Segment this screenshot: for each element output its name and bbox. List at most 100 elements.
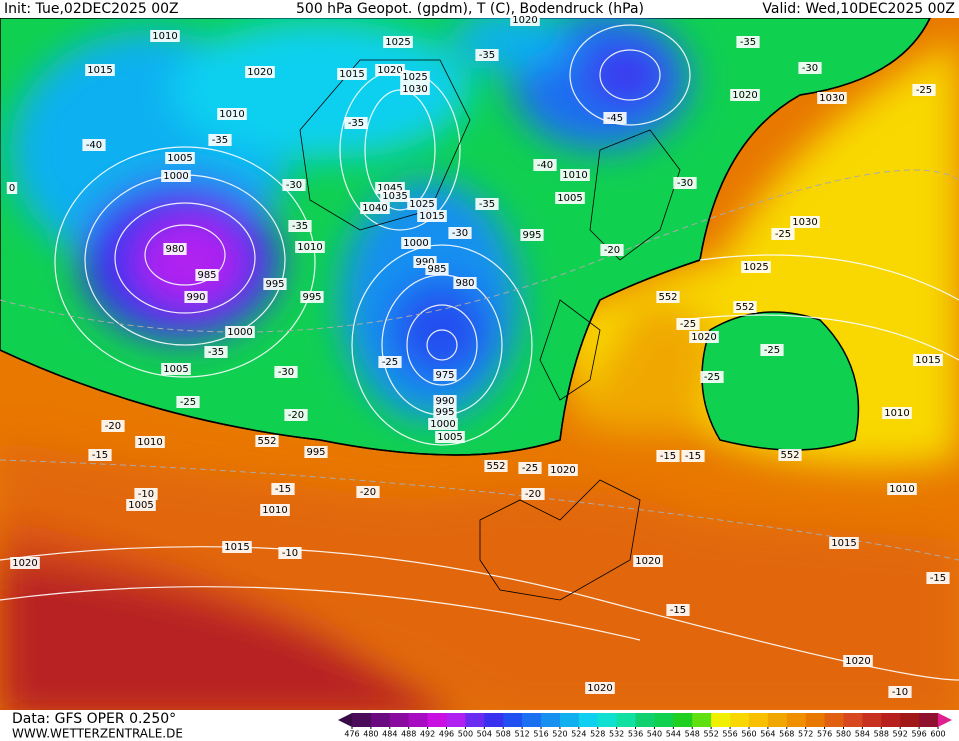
- isoline-label: 1010: [884, 408, 909, 419]
- label-box: [126, 499, 156, 511]
- colorbar-bin: [522, 713, 542, 727]
- isoline-label: 985: [197, 270, 216, 281]
- colorbar-bin: [654, 713, 674, 727]
- colorbar-bin: [673, 713, 693, 727]
- label-box: [222, 541, 252, 553]
- colorbar-tick-label: 584: [855, 730, 870, 739]
- colorbar-tick-label: 572: [798, 730, 813, 739]
- label-box: [225, 326, 255, 338]
- label-box: [533, 159, 557, 171]
- colorbar-tick-label: 496: [439, 730, 454, 739]
- colorbar-bin: [616, 713, 637, 727]
- isoline-label: 1020: [550, 465, 575, 476]
- label-box: [288, 220, 312, 232]
- isoline-label: 990: [186, 292, 205, 303]
- label-box: [401, 237, 431, 249]
- isoline-label: -25: [916, 85, 932, 96]
- isoline-label: 1020: [691, 332, 716, 343]
- colorbar-tick-label: 576: [817, 730, 832, 739]
- label-box: [263, 278, 287, 290]
- isoline-label: 1005: [163, 364, 188, 375]
- label-box: [453, 277, 477, 289]
- label-box: [204, 346, 228, 358]
- label-box: [741, 261, 771, 273]
- isoline-label: 990: [415, 257, 434, 268]
- website: WWW.WETTERZENTRALE.DE: [12, 727, 183, 741]
- label-box: [448, 227, 472, 239]
- isoline-label: 1020: [247, 67, 272, 78]
- isoline-label: 1015: [87, 65, 112, 76]
- isoline-label: -20: [360, 487, 376, 498]
- label-box: [278, 547, 302, 559]
- colorbar-bin: [597, 713, 618, 727]
- colorbar-tick-label: 488: [401, 730, 416, 739]
- isoline-label: 1010: [562, 170, 587, 181]
- label-box: [101, 420, 125, 432]
- isoline-label: -45: [607, 113, 623, 124]
- isoline-label: 1020: [12, 558, 37, 569]
- isoline-label: -30: [677, 178, 693, 189]
- label-box: [510, 14, 540, 26]
- colorbar-bin: [900, 713, 920, 727]
- label-box: [736, 36, 760, 48]
- isoline-label: -30: [286, 180, 302, 191]
- label-box: [85, 64, 115, 76]
- isoline-label: -35: [292, 221, 308, 232]
- isoline-label: -25: [775, 229, 791, 240]
- isoline-label: 990: [435, 396, 454, 407]
- isoline-label: -30: [802, 63, 818, 74]
- label-box: [271, 483, 295, 495]
- label-box: [521, 488, 545, 500]
- label-box: [433, 406, 457, 418]
- label-box: [176, 396, 200, 408]
- colorbar-tick-label: 552: [704, 730, 719, 739]
- isoline-label: -25: [764, 345, 780, 356]
- isoline-label: -25: [704, 372, 720, 383]
- label-box: [771, 228, 795, 240]
- label-box: [585, 682, 615, 694]
- isoline-label: -15: [670, 605, 686, 616]
- colorbar-bin: [541, 713, 561, 727]
- isoline-label: 1020: [845, 656, 870, 667]
- colorbar-tick-label: 560: [741, 730, 756, 739]
- isoline-label: -15: [930, 573, 946, 584]
- map: [0, 18, 959, 710]
- isoline-label: -20: [288, 410, 304, 421]
- isoline-label: 1000: [163, 171, 188, 182]
- isoline-label: -35: [212, 135, 228, 146]
- isoline-label: -15: [275, 484, 291, 495]
- isoline-label: 995: [265, 279, 284, 290]
- colorbar-tick-label: 512: [514, 730, 529, 739]
- label-box: [425, 263, 449, 275]
- label-box: [656, 291, 680, 303]
- colorbar-bin: [559, 713, 580, 727]
- label-box: [798, 62, 822, 74]
- isoline-label: -40: [537, 160, 553, 171]
- colorbar-tick-label: 492: [420, 730, 435, 739]
- isoline-label: 985: [427, 264, 446, 275]
- label-box: [790, 216, 820, 228]
- isoline-label: 1010: [152, 31, 177, 42]
- isoline-label: -35: [348, 118, 364, 129]
- label-box: [400, 83, 430, 95]
- label-box: [560, 169, 590, 181]
- colorbar-tick-label: 480: [363, 730, 378, 739]
- label-box: [161, 170, 191, 182]
- colorbar-bin: [578, 713, 599, 727]
- label-box: [135, 436, 165, 448]
- isoline-label: 1035: [382, 191, 407, 202]
- label-box: [555, 192, 585, 204]
- isoline-label: 1020: [635, 556, 660, 567]
- label-box: [600, 244, 624, 256]
- isoline-label: 552: [257, 436, 276, 447]
- label-box: [817, 92, 847, 104]
- isoline-label: 980: [165, 244, 184, 255]
- colorbar-bin: [843, 713, 863, 727]
- colorbar-low-arrow: [338, 713, 352, 727]
- isoline-label: 1030: [819, 93, 844, 104]
- label-box: [829, 537, 859, 549]
- isoline-label: -40: [86, 140, 102, 151]
- label-box: [150, 30, 180, 42]
- colorbar-bin: [767, 713, 788, 727]
